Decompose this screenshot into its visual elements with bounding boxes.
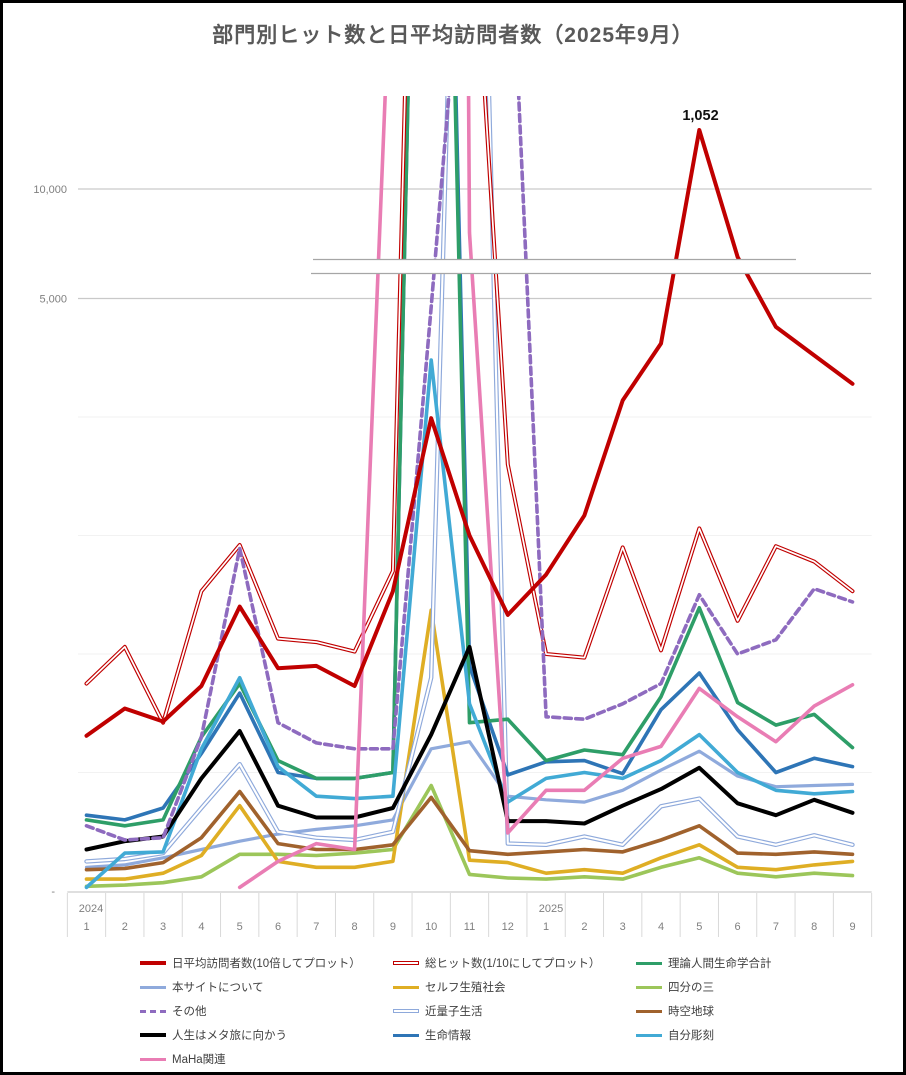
data-label-peak: 1,052 bbox=[682, 108, 718, 124]
legend-swatch bbox=[636, 1033, 662, 1037]
x-axis-month-label: 9 bbox=[849, 921, 855, 933]
legend-item[interactable]: 理論人間生命学合計 bbox=[636, 951, 772, 975]
legend-item[interactable]: 時空地球 bbox=[636, 999, 772, 1023]
x-axis-month-label: 12 bbox=[502, 921, 514, 933]
legend-item[interactable]: 四分の三 bbox=[636, 975, 772, 999]
series-line bbox=[237, 96, 855, 890]
legend-swatch bbox=[636, 961, 662, 965]
x-axis-month-label: 10 bbox=[425, 921, 437, 933]
series-line bbox=[84, 783, 855, 889]
legend-item[interactable]: MaHa関連 bbox=[140, 1047, 361, 1071]
legend-item[interactable]: 本サイトについて bbox=[140, 975, 361, 999]
x-axis-month-label: 7 bbox=[773, 921, 779, 933]
x-axis-month-label: 1 bbox=[83, 921, 89, 933]
legend-label: 生命情報 bbox=[425, 1030, 471, 1042]
series-line bbox=[84, 789, 855, 872]
x-axis-month-label: 1 bbox=[543, 921, 549, 933]
chart-title: 部門別ヒット数と日平均訪問者数（2025年9月） bbox=[212, 24, 694, 47]
legend-column: 総ヒット数(1/10にしてプロット） セルフ生殖社会 近量子生活生命情報 bbox=[393, 951, 600, 1047]
legend-label: 時空地球 bbox=[668, 1006, 714, 1018]
legend-swatch bbox=[140, 985, 166, 989]
y-tick-zero: - bbox=[51, 886, 55, 898]
x-axis-month-label: 4 bbox=[658, 921, 664, 933]
legend-label: 人生はメタ旅に向かう bbox=[172, 1030, 287, 1042]
series-lines bbox=[84, 96, 855, 890]
x-axis-month-label: 6 bbox=[735, 921, 741, 933]
y-tick-5000: 5,000 bbox=[39, 294, 67, 306]
series-line bbox=[84, 740, 855, 869]
legend-swatch bbox=[140, 961, 166, 965]
legend-swatch bbox=[393, 1033, 419, 1037]
legend-column: 理論人間生命学合計 四分の三時空地球自分彫刻 bbox=[636, 951, 772, 1047]
legend-swatch bbox=[140, 1009, 166, 1013]
legend-label: 自分彫刻 bbox=[668, 1030, 714, 1042]
x-axis-month-label: 5 bbox=[237, 921, 243, 933]
legend-item[interactable]: 日平均訪問者数(10倍してプロット） bbox=[140, 951, 361, 975]
legend-item[interactable]: 近量子生活 bbox=[393, 999, 600, 1023]
legend-label: セルフ生殖社会 bbox=[425, 982, 506, 994]
legend-label: 四分の三 bbox=[668, 982, 714, 994]
x-axis-month-label: 11 bbox=[464, 921, 475, 933]
x-axis-month-label: 4 bbox=[198, 921, 204, 933]
series-line bbox=[84, 358, 855, 890]
x-axis-month-label: 9 bbox=[390, 921, 396, 933]
legend-item[interactable]: 総ヒット数(1/10にしてプロット） bbox=[393, 951, 600, 975]
x-axis-month-label: 2 bbox=[581, 921, 587, 933]
legend-item[interactable]: セルフ生殖社会 bbox=[393, 975, 600, 999]
legend-swatch bbox=[636, 1009, 662, 1013]
series-line bbox=[84, 96, 855, 828]
legend-label: 近量子生活 bbox=[425, 1006, 483, 1018]
legend-label: 日平均訪問者数(10倍してプロット） bbox=[172, 958, 361, 970]
legend-label: その他 bbox=[172, 1006, 207, 1018]
legend-item[interactable]: その他 bbox=[140, 999, 361, 1023]
legend-swatch bbox=[140, 1033, 166, 1037]
legend-swatch bbox=[393, 1009, 419, 1013]
chart-canvas: 10,000 5,000 - 2024 2025 1 2 3 4 5 6 7 8 9 10 11 12… bbox=[33, 96, 873, 937]
legend-column: 日平均訪問者数(10倍してプロット） 本サイトについて その他人生はメタ旅に向かう M… bbox=[140, 951, 361, 1071]
x-axis-month-label: 3 bbox=[160, 921, 166, 933]
axes: 10,000 5,000 - 2024 2025 1 2 3 4 5 6 7 8 9 10 11 12… bbox=[33, 184, 873, 937]
axis-break bbox=[311, 258, 871, 275]
x-axis-month-label: 8 bbox=[352, 921, 358, 933]
x-axis-year-2025: 2025 bbox=[539, 903, 563, 915]
series-line bbox=[84, 128, 855, 738]
series-line bbox=[84, 644, 855, 852]
series-line bbox=[85, 96, 854, 863]
legend-item[interactable]: 自分彫刻 bbox=[636, 1023, 772, 1047]
legend-label: 総ヒット数(1/10にしてプロット） bbox=[425, 958, 601, 970]
x-axis-month-label: 6 bbox=[275, 921, 281, 933]
legend-label: 本サイトについて bbox=[172, 982, 264, 994]
x-axis-month-label: 3 bbox=[620, 921, 626, 933]
legend-swatch bbox=[140, 1057, 166, 1061]
legend-item[interactable]: 人生はメタ旅に向かう bbox=[140, 1023, 361, 1047]
y-tick-10000: 10,000 bbox=[33, 184, 67, 196]
legend-swatch bbox=[636, 985, 662, 989]
legend-swatch bbox=[393, 985, 419, 989]
legend-swatch bbox=[393, 961, 419, 965]
legend-label: MaHa関連 bbox=[172, 1054, 226, 1066]
x-axis-month-label: 7 bbox=[313, 921, 319, 933]
x-axis-year-2024: 2024 bbox=[79, 903, 103, 915]
series-line bbox=[84, 608, 855, 881]
x-axis-month-label: 2 bbox=[122, 921, 128, 933]
series-line bbox=[85, 96, 854, 724]
legend-item[interactable]: 生命情報 bbox=[393, 1023, 600, 1047]
series-line bbox=[84, 96, 855, 842]
legend-label: 理論人間生命学合計 bbox=[668, 958, 772, 970]
x-axis-month-label: 5 bbox=[696, 921, 702, 933]
x-axis-month-label: 8 bbox=[811, 921, 817, 933]
